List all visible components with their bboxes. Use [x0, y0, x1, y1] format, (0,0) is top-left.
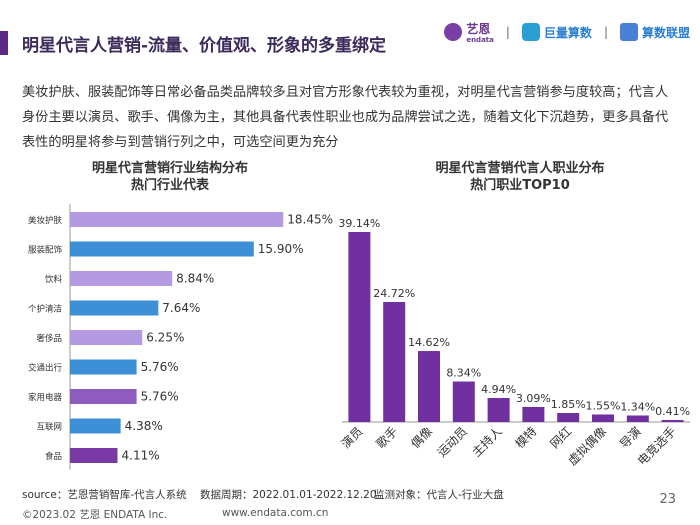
profession-bar [452, 381, 475, 422]
brand-suanshu-name: 算数联盟 [641, 25, 690, 40]
industry-category-label: 服装配饰 [28, 245, 63, 256]
industry-category-label: 家用电器 [28, 392, 63, 403]
brand-endata: 艺恩 endata [444, 20, 494, 44]
right-chart-title: 明星代言营销代言人职业分布 热门职业TOP10 [360, 160, 680, 194]
profession-bar [661, 420, 684, 422]
profession-value-label: 39.14% [338, 217, 380, 230]
profession-category-label: 模特 [512, 424, 540, 452]
right-chart-title-line1: 明星代言营销代言人职业分布 [435, 161, 605, 176]
industry-category-label: 个护清洁 [28, 304, 63, 315]
brand-endata-name: 艺恩 [466, 22, 491, 36]
footer-target: 监测对象：代言人-行业大盘 [374, 489, 504, 501]
page-title: 明星代言人营销-流量、价值观、形象的多重绑定 [22, 36, 387, 56]
industry-bar [70, 300, 159, 316]
profession-bar [626, 415, 649, 422]
title-accent-bar [0, 31, 8, 55]
industry-bar-chart: 美妆护肤 18.45% 服装配饰 15.90% 饮料 8.84% 个护清洁 7.64% 奢侈品 6… [28, 204, 333, 470]
profession-bar-chart: 39.14% 演员 24.72% 歌手 14.62% 偶像 8.34% 运动员 4.94% 主持人… [338, 217, 690, 468]
left-chart-title: 明星代言营销行业结构分布 热门行业代表 [20, 160, 320, 194]
footer-period: 数据周期：2022.01.01-2022.12.20 [200, 489, 377, 501]
industry-bar [70, 389, 137, 404]
industry-value-label: 5.76% [141, 360, 179, 374]
profession-bar [522, 407, 545, 422]
industry-category-label: 奢侈品 [36, 333, 62, 344]
profession-bar [348, 232, 371, 422]
industry-value-label: 7.64% [162, 301, 200, 315]
profession-value-label: 4.94% [481, 383, 516, 396]
profession-bar [557, 413, 580, 422]
brand-separator: | [603, 25, 608, 39]
industry-bar [70, 271, 173, 286]
brand-endata-sub: endata [466, 36, 494, 44]
brand-suanshu: 算数联盟 [619, 23, 690, 41]
suanshu-logo-icon [619, 23, 638, 41]
profession-value-label: 14.62% [408, 336, 450, 349]
profession-category-label: 演员 [338, 424, 366, 452]
brand-juliang-name: 巨量算数 [543, 25, 592, 40]
industry-value-label: 5.76% [141, 390, 179, 404]
footer-copyright: ©2023.02 艺恩 ENDATA Inc. [22, 509, 168, 521]
industry-value-label: 4.11% [122, 449, 160, 463]
profession-category-label: 导演 [616, 424, 644, 452]
footer-source: source：艺恩营销智库-代言人系统 [22, 489, 187, 501]
left-chart-title-line1: 明星代言营销行业结构分布 [91, 161, 248, 176]
profession-bar [383, 302, 406, 422]
industry-category-label: 美妆护肤 [28, 215, 63, 226]
profession-bar [487, 398, 510, 422]
brand-separator: | [505, 25, 510, 39]
page-number: 23 [659, 492, 676, 507]
profession-value-label: 1.85% [551, 398, 586, 411]
description-text: 美妆护肤、服装配饰等日常必备品类品牌较多且对官方形象代表较为重视，对明星代言营销… [22, 85, 669, 150]
profession-value-label: 1.55% [586, 399, 621, 412]
industry-category-label: 互联网 [36, 423, 62, 433]
profession-category-label: 偶像 [408, 424, 435, 451]
profession-value-label: 0.41% [655, 405, 690, 418]
industry-category-label: 食品 [45, 451, 62, 462]
industry-value-label: 4.38% [125, 419, 163, 433]
industry-category-label: 饮料 [45, 274, 63, 285]
profession-bar [592, 414, 614, 422]
industry-category-label: 交通出行 [28, 363, 63, 374]
industry-bar [70, 448, 118, 463]
profession-category-label: 歌手 [373, 424, 401, 452]
profession-category-label: 主持人 [469, 424, 505, 460]
profession-value-label: 3.09% [516, 392, 551, 405]
brand-juliang: 巨量算数 [521, 23, 592, 41]
industry-value-label: 6.25% [146, 331, 184, 345]
endata-logo-icon [444, 23, 463, 41]
right-chart-title-line2: 热门职业TOP10 [470, 178, 570, 193]
footer-website[interactable]: www.endata.com.cn [222, 507, 329, 519]
industry-value-label: 8.84% [176, 272, 214, 286]
industry-value-label: 15.90% [258, 242, 304, 256]
industry-bar [70, 418, 121, 434]
profession-category-label: 电竞选手 [635, 424, 679, 468]
industry-bar [70, 359, 137, 375]
profession-category-label: 运动员 [435, 424, 470, 459]
industry-value-label: 18.45% [287, 213, 333, 227]
industry-bar [70, 241, 254, 257]
left-chart-title-line2: 热门行业代表 [130, 178, 209, 193]
profession-bar [418, 351, 440, 422]
profession-value-label: 8.34% [446, 367, 481, 380]
brand-logos: 艺恩 endata | 巨量算数 | 算数联盟 [444, 20, 690, 44]
profession-value-label: 24.72% [373, 287, 415, 300]
industry-bar [70, 330, 143, 345]
profession-category-label: 虚拟偶像 [565, 424, 609, 468]
profession-category-label: 网红 [547, 424, 575, 452]
profession-value-label: 1.34% [620, 400, 655, 413]
industry-bar [70, 212, 284, 227]
juliang-logo-icon [521, 23, 540, 41]
